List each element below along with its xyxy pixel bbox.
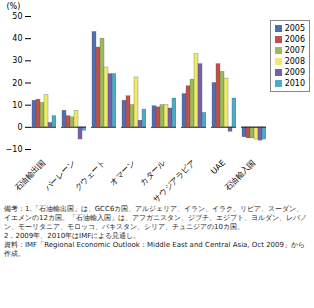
svg-text:10: 10	[12, 101, 22, 110]
svg-text:オマーン: オマーン	[108, 158, 137, 187]
svg-text:50: 50	[12, 12, 22, 21]
html-text:2007: 2007	[284, 46, 305, 55]
html-text:2006: 2006	[284, 35, 305, 44]
html-text:資料：IMF「Regional Economic Outlo: 資料：IMF「Regional Economic Outlook：Middle …	[4, 241, 305, 258]
html-text:2005: 2005	[284, 24, 305, 33]
svg-text:20: 20	[12, 79, 22, 88]
svg-text:−10: −10	[6, 145, 23, 154]
svg-text:UAE: UAE	[209, 158, 227, 176]
html-text:備考：1.「石油輸出国」は、GCC6カ国、アルジェリア、イラ: 備考：1.「石油輸出国」は、GCC6カ国、アルジェリア、イラン、イラク、リビア、…	[4, 205, 307, 231]
svg-text:サウジアラビア: サウジアラビア	[151, 158, 197, 204]
svg-text:カタール: カタール	[138, 158, 167, 187]
svg-text:バーレーン: バーレーン	[42, 158, 77, 193]
svg-text:0: 0	[17, 123, 22, 132]
html-text:2009: 2009	[284, 68, 305, 77]
svg-text:30: 30	[12, 56, 22, 65]
svg-text:石油輸出国: 石油輸出国	[13, 158, 48, 193]
html-text:2010: 2010	[284, 79, 305, 88]
html-text:2．2009年、2010年はIMFによる見通し。: 2．2009年、2010年はIMFによる見通し。	[4, 232, 141, 240]
html-text:2008: 2008	[284, 57, 305, 66]
svg-text:石油輸入国: 石油輸入国	[223, 158, 258, 193]
svg-text:40: 40	[12, 34, 22, 43]
svg-text:(%): (%)	[7, 2, 21, 11]
svg-text:クウェート: クウェート	[73, 158, 108, 193]
